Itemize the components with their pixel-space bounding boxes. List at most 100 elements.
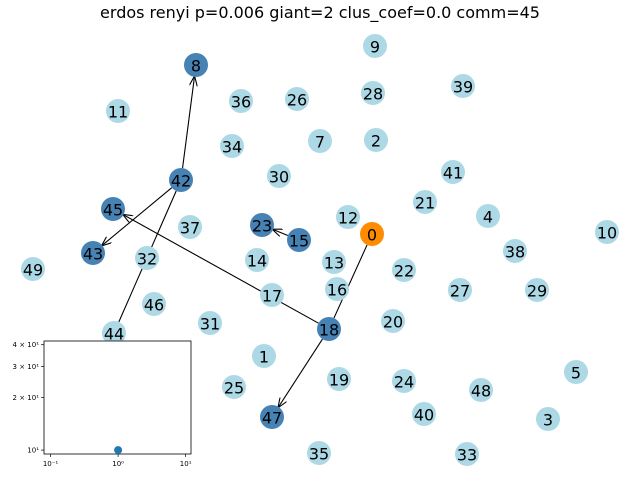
inset-y-tick-label: 3 × 10¹ (13, 363, 40, 371)
node-label: 0 (367, 226, 377, 245)
node-circle (102, 321, 126, 345)
node-circle (392, 369, 416, 393)
node-label: 20 (383, 313, 403, 332)
node-31: 31 (198, 311, 222, 335)
node-label: 10 (597, 224, 617, 243)
node-circle (360, 222, 384, 246)
node-circle (252, 344, 276, 368)
node-3: 3 (536, 407, 560, 431)
node-label: 21 (415, 194, 435, 213)
node-circle (307, 441, 331, 465)
node-circle (184, 53, 208, 77)
node-label: 16 (327, 281, 347, 300)
figure-title: erdos renyi p=0.006 giant=2 clus_coef=0.… (100, 3, 540, 23)
node-circle (336, 205, 360, 229)
edge-42-8 (182, 77, 195, 169)
node-44: 44 (102, 321, 126, 345)
node-26: 26 (285, 87, 309, 111)
node-24: 24 (392, 369, 416, 393)
node-label: 36 (231, 93, 251, 112)
node-circle (363, 34, 387, 58)
node-label: 30 (269, 168, 289, 187)
node-circle (476, 204, 500, 228)
node-32: 32 (135, 246, 159, 270)
node-label: 12 (338, 209, 358, 228)
node-circle (322, 250, 346, 274)
node-circle (413, 190, 437, 214)
node-35: 35 (307, 441, 331, 465)
node-label: 25 (224, 379, 244, 398)
node-label: 9 (370, 38, 380, 57)
node-label: 8 (191, 57, 201, 76)
node-label: 34 (222, 138, 242, 157)
node-19: 19 (327, 367, 351, 391)
node-circle (169, 168, 193, 192)
edge-18-47 (279, 338, 323, 407)
node-label: 7 (315, 133, 325, 152)
node-circle (21, 257, 45, 281)
node-2: 2 (364, 128, 388, 152)
node-circle (536, 407, 560, 431)
node-46: 46 (142, 292, 166, 316)
edge-0-18 (333, 244, 368, 319)
node-circle (222, 375, 246, 399)
node-14: 14 (245, 248, 269, 272)
inset-x-tick-label: 10¹ (180, 460, 192, 468)
inset-x-tick-label: 10⁻¹ (43, 460, 59, 468)
node-circle (503, 239, 527, 263)
node-label: 49 (23, 261, 43, 280)
node-45: 45 (101, 197, 125, 221)
node-circle (198, 311, 222, 335)
node-49: 49 (21, 257, 45, 281)
node-11: 11 (106, 99, 130, 123)
node-label: 18 (319, 321, 339, 340)
node-label: 5 (571, 364, 581, 383)
node-23: 23 (250, 213, 274, 237)
node-label: 45 (103, 201, 123, 220)
node-circle (392, 258, 416, 282)
node-38: 38 (503, 239, 527, 263)
inset-y-tick-label: 10¹ (27, 447, 39, 455)
node-17: 17 (260, 283, 284, 307)
node-label: 39 (453, 78, 473, 97)
node-43: 43 (81, 241, 105, 265)
node-circle (451, 74, 475, 98)
node-16: 16 (325, 277, 349, 301)
node-circle (229, 89, 253, 113)
node-label: 42 (171, 172, 191, 191)
node-33: 33 (455, 442, 479, 466)
node-label: 29 (527, 282, 547, 301)
inset-y-tick-label: 4 × 10¹ (13, 341, 40, 349)
node-circle (412, 402, 436, 426)
node-label: 27 (450, 282, 470, 301)
node-label: 13 (324, 254, 344, 273)
inset-data-point (114, 446, 123, 455)
node-circle (260, 405, 284, 429)
node-circle (250, 213, 274, 237)
node-label: 19 (329, 371, 349, 390)
node-circle (81, 241, 105, 265)
node-label: 47 (262, 409, 282, 428)
node-circle (448, 278, 472, 302)
node-label: 43 (83, 245, 103, 264)
node-label: 1 (259, 348, 269, 367)
node-circle (106, 99, 130, 123)
node-circle (308, 129, 332, 153)
node-circle (285, 87, 309, 111)
node-36: 36 (229, 89, 253, 113)
node-label: 11 (108, 103, 128, 122)
node-circle (455, 442, 479, 466)
node-label: 44 (104, 325, 124, 344)
node-circle (595, 220, 619, 244)
node-27: 27 (448, 278, 472, 302)
node-circle (317, 317, 341, 341)
node-48: 48 (469, 378, 493, 402)
node-label: 3 (543, 411, 553, 430)
node-22: 22 (392, 258, 416, 282)
degree-distribution-inset: 10⁻¹ 10⁰ 10¹ 10¹ 2 × 10¹ 3 × 10¹ 4 × 10¹ (13, 340, 192, 468)
node-10: 10 (595, 220, 619, 244)
node-circle (525, 278, 549, 302)
node-8: 8 (184, 53, 208, 77)
node-label: 22 (394, 262, 414, 281)
node-circle (327, 367, 351, 391)
